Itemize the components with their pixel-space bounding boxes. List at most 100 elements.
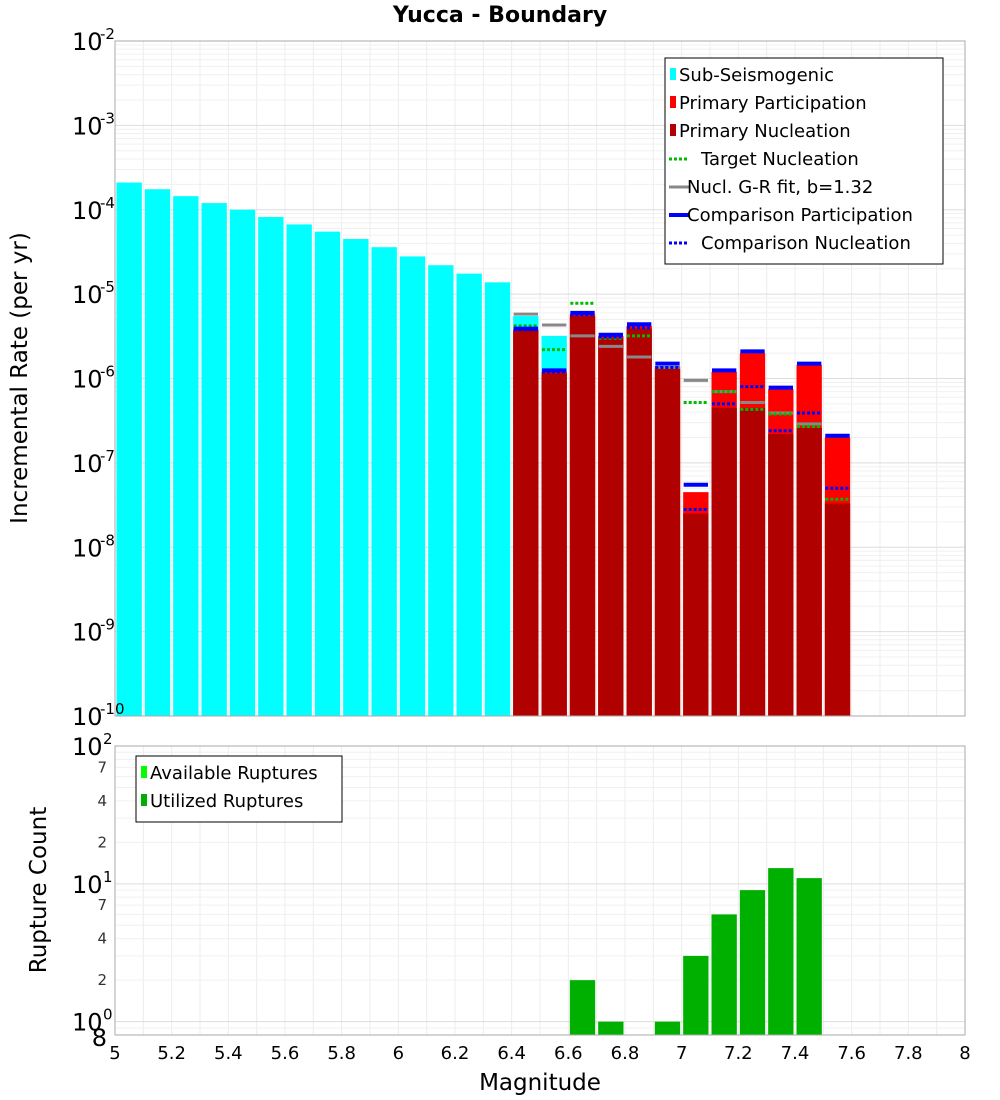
y-tick-base: 10 [72, 28, 103, 56]
primary-nucleation-bar-6.65 [569, 316, 596, 716]
y-tick-exponent: -6 [100, 363, 115, 381]
y-tick-exponent: -5 [100, 278, 115, 296]
primary-nucleation-bar-7.25 [739, 407, 766, 716]
utilized-ruptures-bar-6.95 [654, 1021, 681, 1035]
x-tick-5-4: 5.4 [214, 1043, 243, 1064]
bottom-y-tick-0: 10 0 [72, 1006, 113, 1037]
top-y-tick--5: 10-5 [72, 278, 115, 309]
bottom-legend-box [135, 755, 343, 823]
bottom-legend-label-available-ruptures: Available Ruptures [150, 763, 318, 784]
top-y-tick--7: 10-7 [72, 447, 115, 478]
y-tick-base: 10 [72, 197, 103, 225]
sub-seismogenic-bar-6.15 [428, 265, 454, 716]
bottom-legend-swatch-available-ruptures [141, 766, 147, 778]
x-tick-5: 5 [109, 1043, 120, 1064]
x-tick-5-8: 5.8 [327, 1043, 356, 1064]
y-tick-base: 10 [72, 871, 103, 899]
x-tick-6-2: 6.2 [441, 1043, 470, 1064]
utilized-ruptures-bar-7.35 [768, 868, 794, 1035]
bottom-y-minor-tick-3: 7 [97, 896, 107, 914]
top-legend-label-comparison-participation: Comparison Participation [687, 205, 913, 226]
x-tick-6-8: 6.8 [611, 1043, 640, 1064]
top-y-tick--4: 10-4 [72, 194, 115, 225]
y-tick-exponent: -9 [100, 616, 115, 634]
bottom-y-axis-title: Rupture Count [26, 807, 52, 973]
utilized-ruptures-bar-7.15 [711, 914, 737, 1035]
top-y-axis-title: Incremental Rate (per yr) [7, 232, 33, 524]
bottom-y-minor-tick-2: 4 [97, 930, 107, 948]
sub-seismogenic-bar-6.35 [484, 282, 511, 716]
x-tick-7-2: 7.2 [724, 1043, 753, 1064]
top-line-markers [513, 301, 850, 512]
top-bars [116, 182, 851, 717]
top-legend-label-comparison-nucleation: Comparison Nucleation [701, 233, 911, 254]
primary-nucleation-bar-6.75 [598, 338, 624, 716]
y-tick-base: 10 [72, 703, 103, 731]
top-legend-label-target-nucleation: Target Nucleation [700, 149, 859, 170]
top-legend-box [664, 57, 944, 265]
x-tick-8: 8 [959, 1043, 970, 1064]
x-axis-title: Magnitude [479, 1070, 601, 1096]
bottom-y-minor-tick-1: 2 [97, 971, 107, 989]
y-tick-base: 10 [72, 450, 103, 478]
x-tick-6-4: 6.4 [497, 1043, 526, 1064]
x-tick-7-8: 7.8 [894, 1043, 923, 1064]
top-legend-label-sub-seismogenic: Sub-Seismogenic [679, 65, 834, 86]
x-tick-6-6: 6.6 [554, 1043, 583, 1064]
y-tick-exponent: 0 [103, 1006, 113, 1024]
primary-nucleation-bar-7.55 [824, 503, 851, 716]
utilized-ruptures-bar-7.25 [739, 890, 766, 1035]
bottom-y-tick-1: 10 1 [72, 868, 113, 899]
bottom-legend-swatch-utilized-ruptures [141, 794, 147, 806]
bottom-legend: Available Ruptures Utilized Ruptures [135, 755, 343, 823]
bottom-plot-frame [114, 745, 966, 1036]
top-y-tick--2: 10-2 [72, 25, 115, 56]
y-tick-exponent: -8 [100, 531, 115, 549]
y-tick-exponent: -10 [100, 700, 125, 718]
x-tick-5-6: 5.6 [271, 1043, 300, 1064]
primary-nucleation-bar-6.95 [654, 368, 681, 716]
top-legend-swatch-sub-seismogenic [670, 68, 676, 80]
y-tick-exponent: -2 [100, 25, 115, 43]
sub-seismogenic-bar-5.25 [173, 196, 199, 716]
top-legend-swatch-primary-participation [670, 96, 676, 108]
x-tick-7: 7 [676, 1043, 687, 1064]
y-tick-base: 10 [72, 366, 103, 394]
bottom-y-minor-tick-4: 2 [97, 833, 107, 851]
sub-seismogenic-bar-5.35 [201, 203, 227, 716]
primary-nucleation-bar-7.35 [768, 433, 794, 716]
x-tick-7-6: 7.6 [837, 1043, 866, 1064]
sub-seismogenic-bar-5.75 [314, 231, 341, 716]
primary-nucleation-bar-7.15 [711, 407, 737, 716]
x-tick-6: 6 [393, 1043, 404, 1064]
sub-seismogenic-bar-6.05 [399, 256, 426, 716]
sub-seismogenic-bar-5.55 [258, 217, 284, 716]
y-tick-base: 10 [72, 1009, 103, 1037]
primary-nucleation-bar-6.45 [513, 330, 539, 716]
top-legend-swatch-primary-nucleation [670, 124, 676, 136]
top-y-tick--9: 10-9 [72, 616, 115, 647]
utilized-ruptures-bar-6.65 [569, 980, 596, 1035]
y-tick-base: 10 [72, 112, 103, 140]
bottom-bars [569, 868, 822, 1035]
sub-seismogenic-bar-5.45 [229, 209, 256, 716]
primary-nucleation-bar-7.45 [796, 427, 822, 716]
top-legend-label-primary-participation: Primary Participation [679, 93, 867, 114]
primary-nucleation-bar-6.55 [541, 373, 567, 716]
utilized-ruptures-bar-6.75 [598, 1021, 624, 1035]
sub-seismogenic-bar-5.15 [144, 189, 171, 717]
top-legend: Sub-Seismogenic Primary Participation Prim… [664, 57, 944, 265]
y-tick-exponent: 1 [103, 868, 113, 886]
sub-seismogenic-bar-5.05 [116, 182, 142, 716]
y-tick-base: 10 [72, 534, 103, 562]
primary-nucleation-bar-6.85 [626, 328, 652, 716]
top-y-tick--8: 10-8 [72, 531, 115, 562]
y-tick-exponent: -3 [100, 109, 115, 127]
x-tick-5-2: 5.2 [157, 1043, 186, 1064]
y-tick-base: 10 [72, 619, 103, 647]
top-y-tick--10: 10-10 [72, 700, 125, 731]
top-y-tick--6: 10-6 [72, 363, 115, 394]
top-plot-frame [114, 40, 966, 717]
